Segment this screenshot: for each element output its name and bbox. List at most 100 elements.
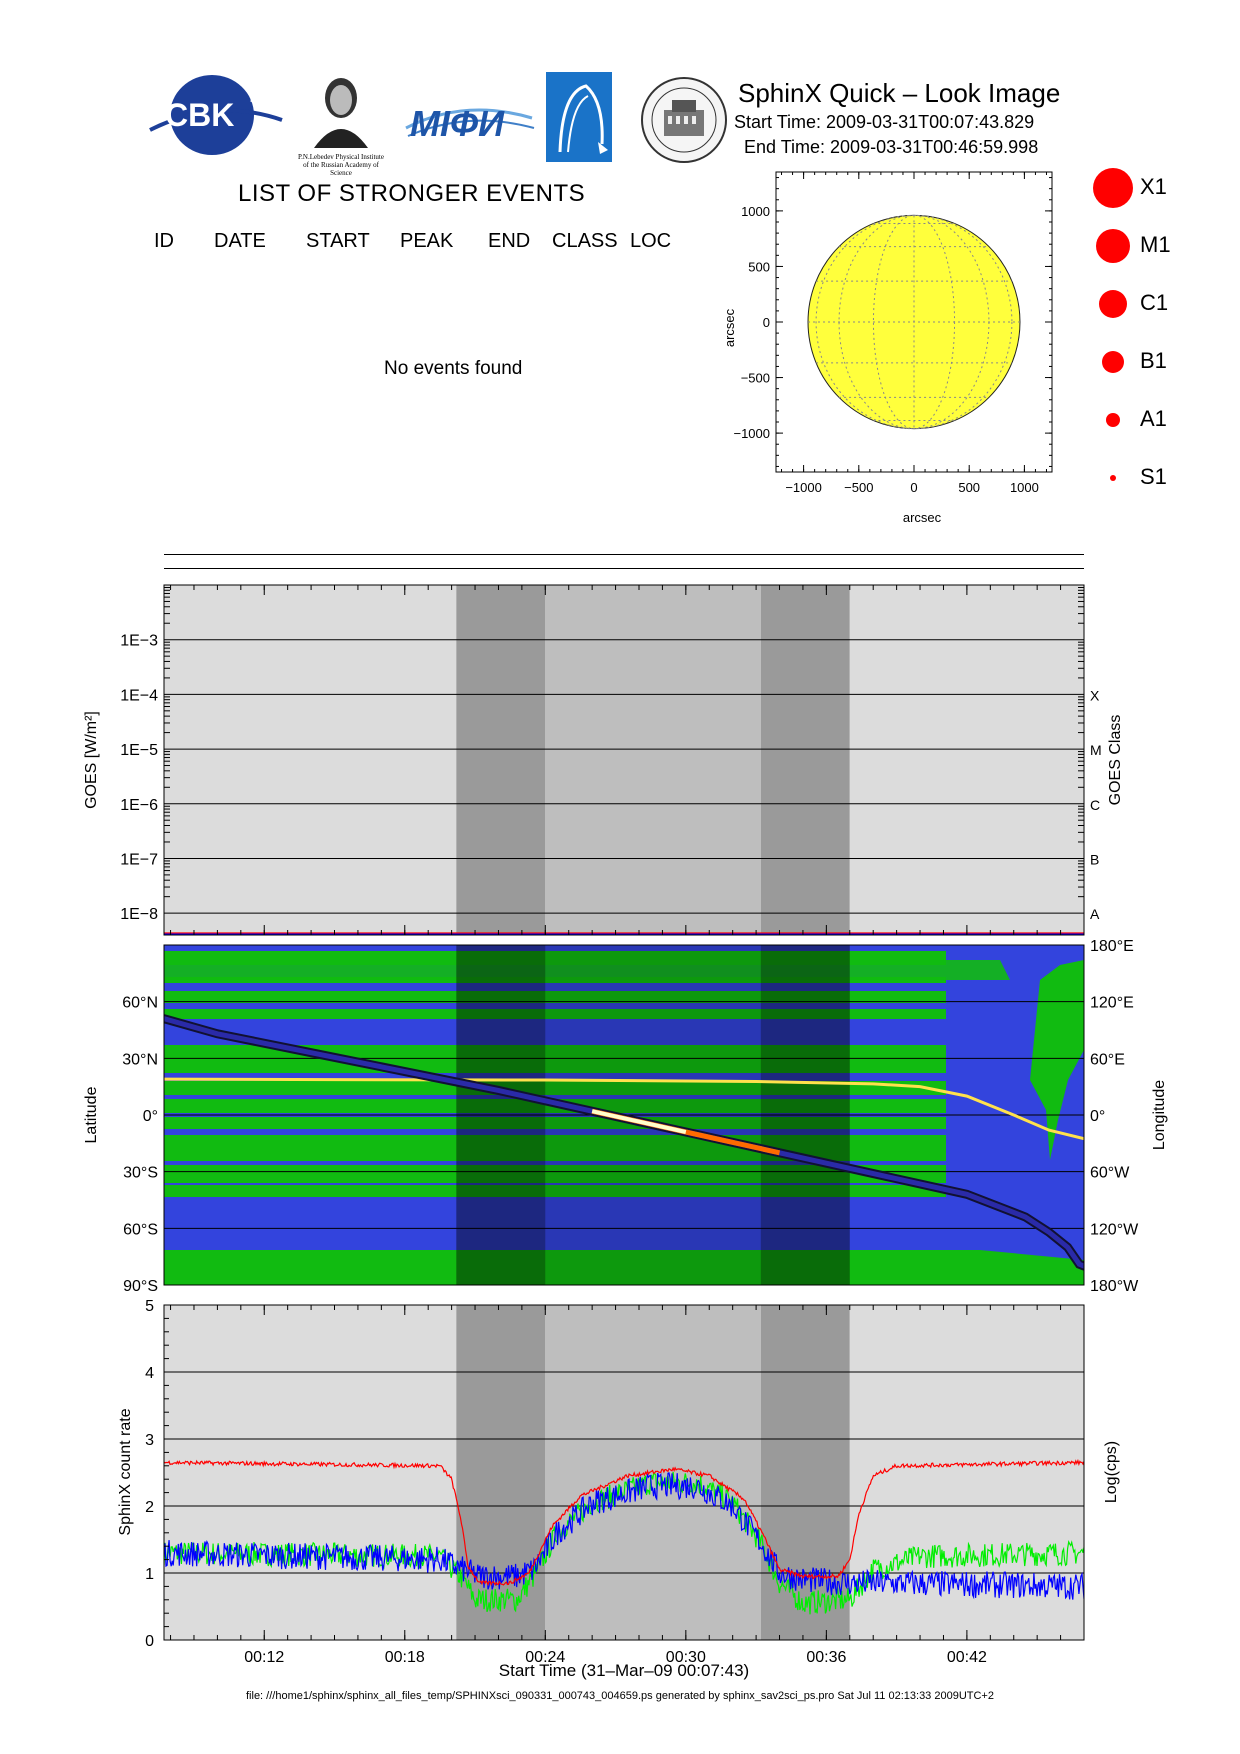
events-col-id: ID (154, 230, 174, 252)
goes-ytick-label: 1E−7 (120, 851, 158, 868)
footer-caption: file: ///home1/sphinx/sphinx_all_files_t… (246, 1690, 994, 1702)
sphinx-ylabel: SphinX count rate (117, 1408, 134, 1535)
lebedev-caption: P.N.Lebedev Physical Institute of the Ru… (298, 153, 384, 177)
fian-comet-icon (546, 72, 612, 162)
flare-class-legend: X1 M1 C1 B1 A1 S1 (1080, 160, 1200, 500)
sphinx-ytick-label: 3 (145, 1432, 154, 1449)
goes-shading-band (760, 585, 850, 935)
events-col-start: START (306, 230, 370, 252)
legend-label: X1 (1140, 174, 1167, 199)
cbk-logo-icon: CBK PAN (149, 75, 283, 155)
sphinx-xlabel: Start Time (31–Mar–09 00:07:43) (499, 1661, 749, 1680)
disk-ytick-label: 0 (763, 315, 770, 330)
orbit-land-band (164, 1185, 946, 1197)
sphinx-ylabel-right: Log(cps) (1103, 1441, 1120, 1503)
legend-item-s1: S1 (1080, 450, 1200, 500)
orbit-land-north (164, 960, 1010, 980)
sphinx-ytick-label: 2 (145, 1499, 154, 1516)
flare-dot-icon (1102, 351, 1124, 373)
legend-label: B1 (1140, 348, 1167, 373)
legend-label: S1 (1140, 464, 1167, 489)
time-tick-label: 00:18 (385, 1649, 425, 1666)
sphinx-series-red (164, 1458, 1084, 1587)
mifi-logo-text: MIФИ (410, 103, 505, 144)
sphinx-frame (163, 1304, 1085, 1641)
flare-dot-icon (1106, 413, 1120, 427)
disk-xtick-label: 0 (910, 480, 917, 495)
goes-class-label: B (1090, 851, 1099, 867)
separator-line (164, 554, 1084, 555)
orbit-land-band (164, 1165, 946, 1183)
goes-ytick-label: 1E−4 (120, 687, 158, 704)
orbit-plot-area (164, 945, 1084, 1285)
time-tick-label: 00:24 (525, 1649, 565, 1666)
page-title: SphinX Quick – Look Image (738, 78, 1061, 108)
goes-ytick-label: 1E−8 (120, 906, 158, 923)
legend-label: M1 (1140, 232, 1171, 257)
orbit-land-south (164, 1250, 1084, 1285)
goes-ytick-label: 1E−3 (120, 633, 158, 650)
legend-item-m1: M1 (1080, 218, 1200, 268)
goes-ylabel-right: GOES Class (1107, 715, 1124, 806)
time-tick-label: 00:30 (666, 1649, 706, 1666)
orbit-lon-label: 120°W (1090, 1221, 1139, 1238)
goes-class-label: A (1090, 906, 1100, 922)
orbit-lat-label: 90°S (123, 1278, 158, 1295)
disk-ytick-label: 500 (748, 259, 770, 274)
legend-label: A1 (1140, 406, 1167, 431)
events-title: LIST OF STRONGER EVENTS (238, 180, 586, 207)
goes-shading-band (456, 585, 546, 935)
flare-dot-icon (1110, 475, 1116, 481)
goes-frame (163, 584, 1085, 936)
time-tick-label: 00:36 (806, 1649, 846, 1666)
goes-class-label: X (1090, 687, 1100, 703)
disk-ytick-label: 1000 (741, 204, 770, 219)
orbit-track-counts-peak (591, 1109, 687, 1134)
time-tick-label: 00:12 (244, 1649, 284, 1666)
legend-label: C1 (1140, 290, 1169, 315)
orbit-frame (163, 944, 1085, 1286)
events-empty-message: No events found (384, 358, 523, 379)
events-header-row: ID DATE START PEAK END CLASS LOC (0, 230, 700, 256)
flare-dot-icon (1099, 290, 1127, 318)
events-col-date: DATE (214, 230, 266, 252)
orbit-lon-label: 180°W (1090, 1278, 1139, 1295)
solar-disk-plot: −1000 −500 0 500 1000 −1000 −500 0 500 1000 arcse… (722, 171, 1053, 525)
lebedev-portrait-icon (314, 78, 368, 148)
disk-xtick-label: 1000 (1010, 480, 1039, 495)
cbk-logo-text: CBK (165, 97, 234, 133)
goes-shading-band (545, 585, 761, 935)
goes-plot-area (164, 585, 1084, 935)
orbit-lon-label: 0° (1090, 1108, 1105, 1125)
legend-item-a1: A1 (1080, 392, 1200, 442)
sphinx-shading-band (164, 1305, 457, 1640)
end-time: End Time: 2009-03-31T00:46:59.998 (744, 137, 1039, 157)
events-col-loc: LOC (630, 230, 672, 252)
orbit-lon-label: 60°E (1090, 1051, 1125, 1068)
flare-dot-icon (1096, 229, 1130, 263)
orbit-land-band (164, 1009, 946, 1019)
logo-lebedev: P.N.Lebedev Physical Institute of the Ru… (296, 70, 386, 177)
university-seal-icon (641, 77, 727, 163)
time-tick-label: 00:42 (947, 1649, 987, 1666)
disk-xtick-label: −1000 (785, 480, 822, 495)
orbit-lat-label: 30°S (123, 1165, 158, 1182)
legend-item-c1: C1 (1080, 276, 1200, 326)
orbit-land-band (164, 991, 946, 1003)
logo-fian (546, 72, 612, 162)
mifi-logo-icon: MIФИ (405, 103, 535, 144)
orbit-land-band (164, 1081, 946, 1095)
start-time: Start Time: 2009-03-31T00:07:43.829 (734, 112, 1035, 132)
orbit-land-continent (1030, 960, 1084, 1160)
orbit-land-band (164, 1117, 946, 1129)
sphinx-ytick-label: 5 (145, 1298, 154, 1315)
sphinx-shading-band (456, 1305, 546, 1640)
events-col-class: CLASS (552, 230, 618, 252)
disk-ytick-label: −500 (741, 371, 770, 386)
events-col-end: END (488, 230, 531, 252)
orbit-lat-label: 60°N (122, 995, 158, 1012)
events-col-peak: PEAK (400, 230, 454, 252)
orbit-lat-label: 30°N (122, 1051, 158, 1068)
disk-xtick-label: −500 (844, 480, 873, 495)
